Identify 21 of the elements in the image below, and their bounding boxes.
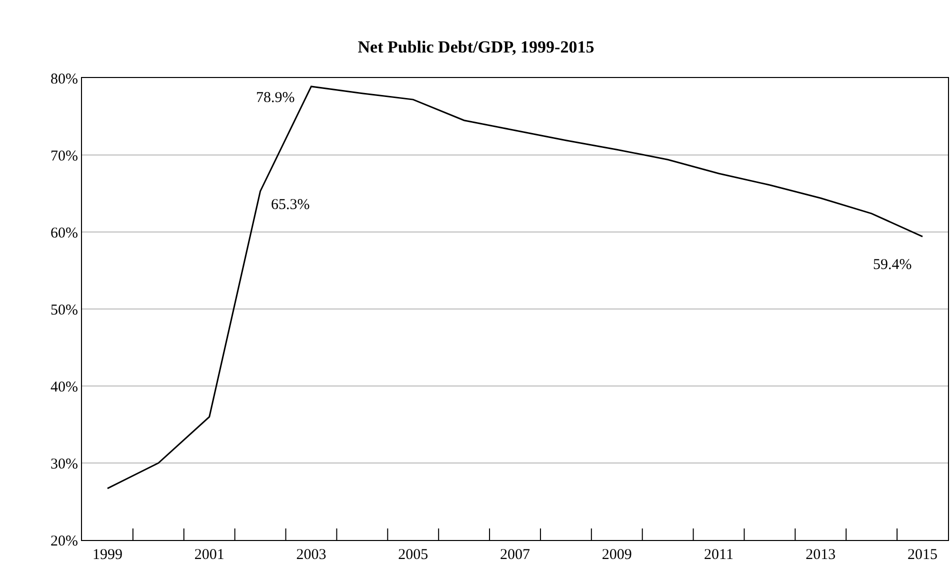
chart-title: Net Public Debt/GDP, 1999-2015 (358, 38, 594, 56)
x-tick-label: 2005 (398, 547, 428, 563)
y-tick-label: 50% (50, 302, 78, 318)
x-tick-label: 2011 (704, 547, 734, 563)
y-tick-label: 80% (50, 71, 78, 88)
y-tick-label: 70% (50, 148, 78, 164)
x-tick-label: 2007 (500, 547, 530, 563)
data-label: 65.3% (271, 197, 310, 213)
data-label: 78.9% (256, 90, 295, 106)
x-tick-label: 2013 (806, 547, 836, 563)
data-label: 59.4% (873, 257, 912, 273)
x-tick-label: 1999 (92, 547, 122, 563)
line-series (106, 86, 924, 490)
x-tick-label: 2001 (194, 547, 224, 563)
y-tick-label: 60% (50, 225, 78, 242)
y-tick-label: 20% (50, 533, 78, 550)
x-tick-label: 2003 (296, 547, 326, 563)
y-tick-label: 40% (50, 379, 78, 396)
y-tick-label: 30% (50, 456, 78, 472)
x-tick-label: 2009 (602, 547, 632, 563)
x-tick-label: 2015 (908, 547, 938, 563)
